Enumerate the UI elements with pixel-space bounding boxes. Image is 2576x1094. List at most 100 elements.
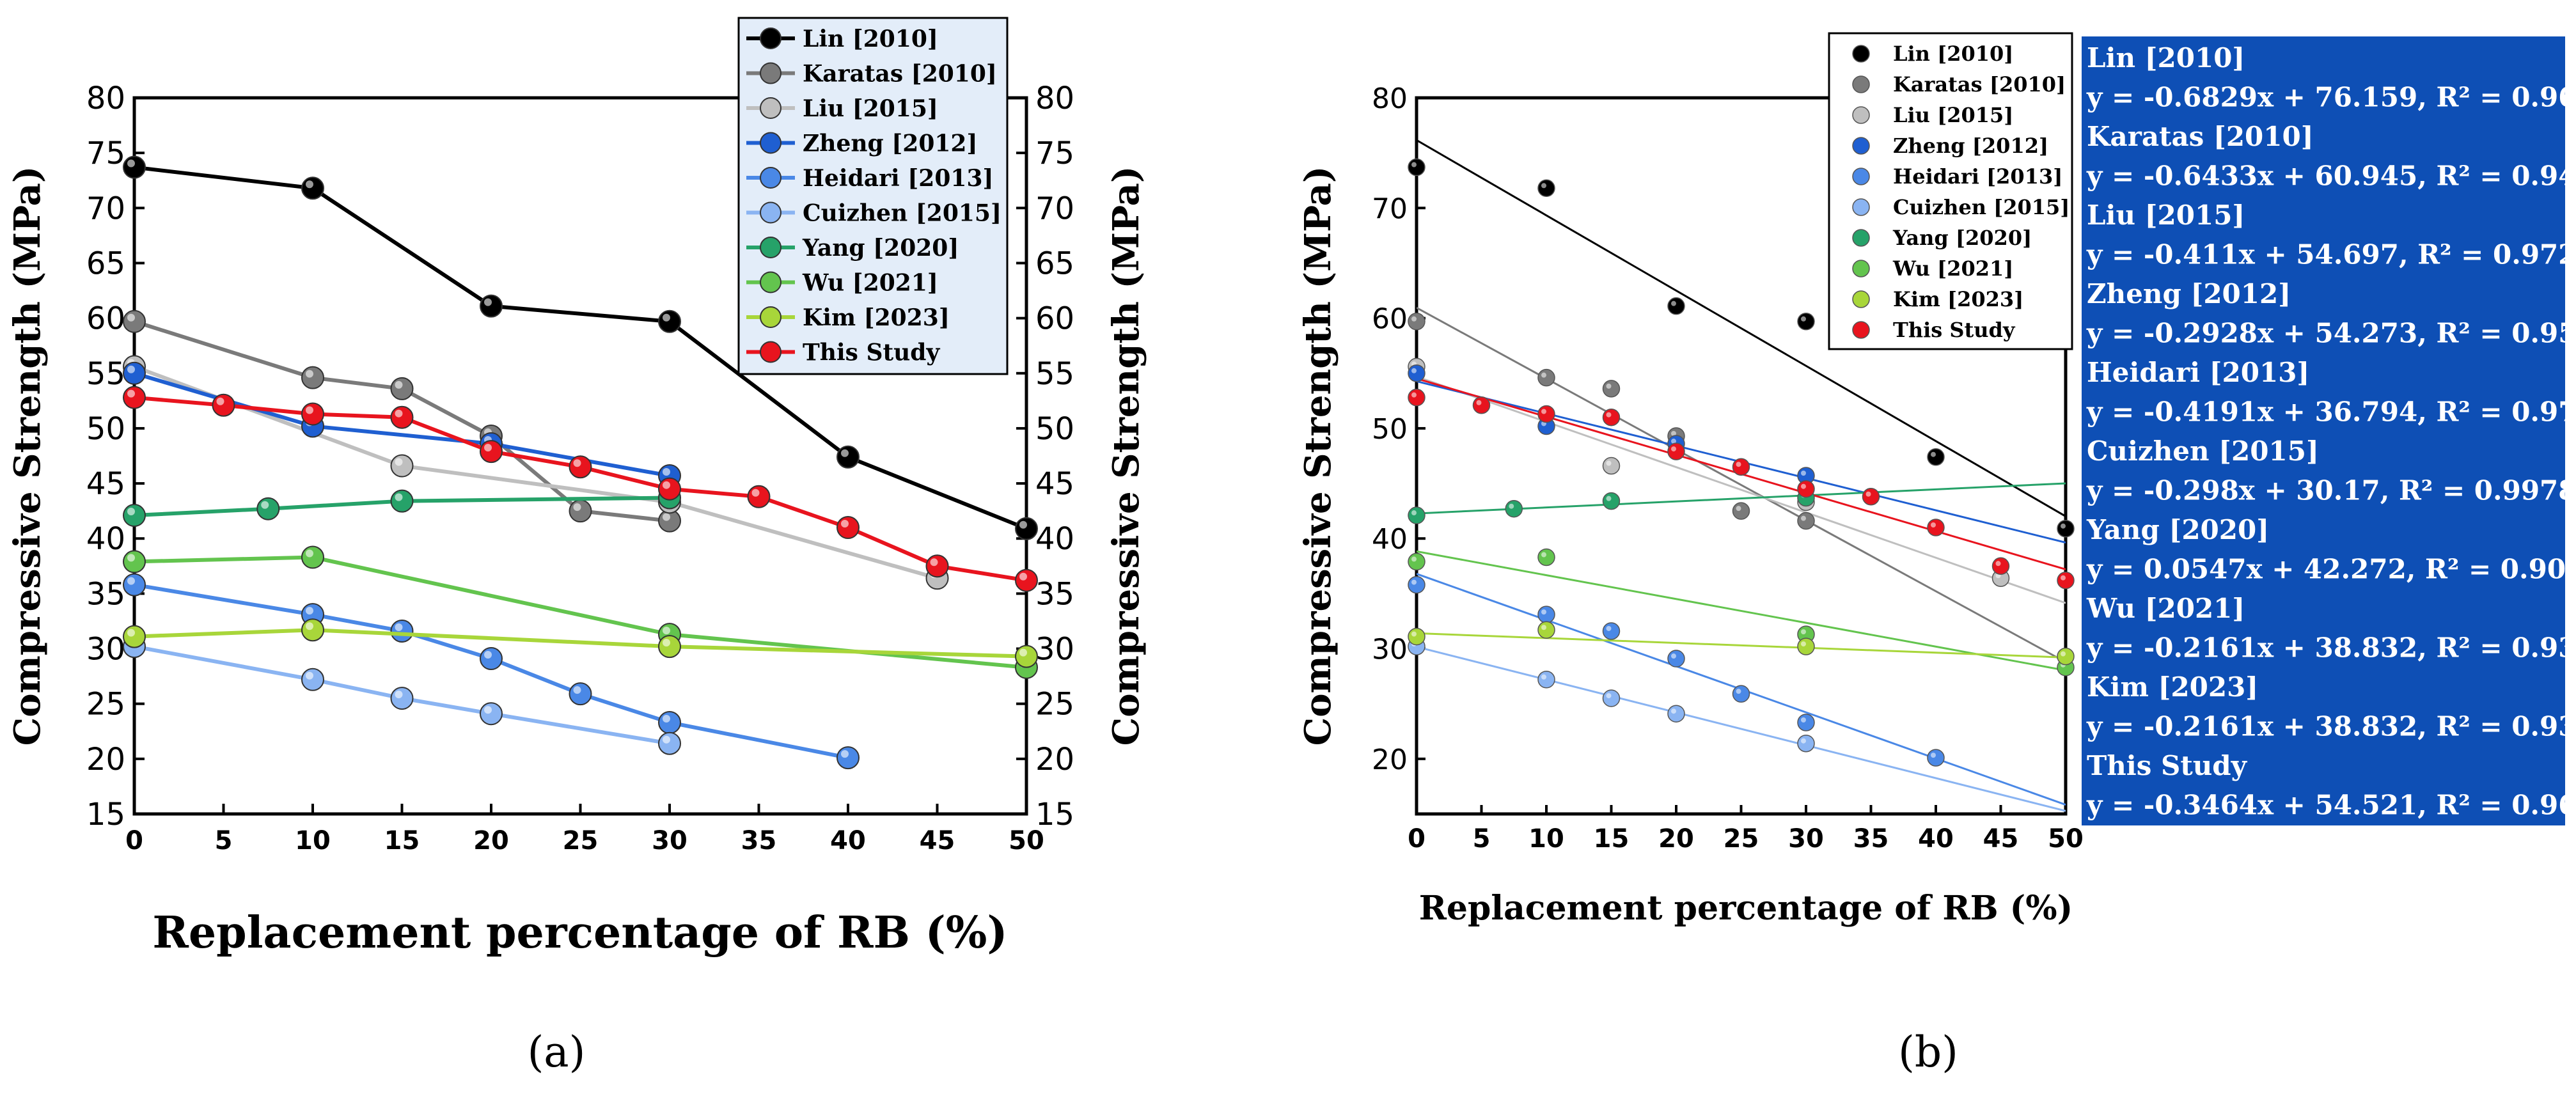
equation-series-name: Wu [2021] bbox=[2086, 593, 2245, 624]
data-point-cuizhen-2015 bbox=[390, 687, 414, 710]
data-point-highlight bbox=[306, 671, 313, 680]
equation-text: y = -0.6433x + 60.945, R² = 0.9442 bbox=[2086, 160, 2576, 192]
data-point-kim-2023 bbox=[658, 635, 681, 659]
data-point-yang-2020 bbox=[256, 497, 280, 520]
legend-box bbox=[737, 17, 1009, 375]
legend-label-cuizhen-2015: Cuizhen [2015] bbox=[803, 200, 1001, 227]
data-point-highlight bbox=[127, 554, 135, 562]
data-point-karatas-2010 bbox=[1732, 502, 1750, 520]
fit-line-kim-2023 bbox=[1417, 632, 2066, 659]
y-tick-label: 80 bbox=[1372, 82, 1408, 115]
data-point-highlight bbox=[1411, 631, 1417, 637]
equation-text: y = -0.2161x + 38.832, R² = 0.936 bbox=[2086, 711, 2576, 742]
data-point-highlight bbox=[1411, 368, 1417, 373]
data-point-cuizhen-2015 bbox=[1797, 734, 1815, 753]
legend-label-wu-2021: Wu [2021] bbox=[802, 270, 938, 297]
data-point-lin-2010 bbox=[1408, 158, 1425, 176]
data-point-highlight bbox=[1411, 510, 1417, 516]
y-tick-label-right: 50 bbox=[1035, 411, 1074, 447]
data-point-highlight bbox=[127, 629, 135, 637]
x-tick-label: 35 bbox=[1853, 824, 1889, 854]
x-tick-label: 10 bbox=[295, 826, 331, 856]
data-point-highlight bbox=[395, 458, 403, 466]
data-point-wu-2021 bbox=[1537, 548, 1555, 567]
data-point-highlight bbox=[573, 686, 581, 694]
data-point-highlight bbox=[484, 444, 492, 452]
data-point-this-study bbox=[212, 393, 235, 417]
y-tick-label-right: 60 bbox=[1035, 301, 1074, 337]
legend-label-cuizhen-2015: Cuizhen [2015] bbox=[1893, 195, 2069, 219]
data-point-highlight bbox=[1606, 460, 1612, 466]
data-point-this-study bbox=[123, 386, 146, 409]
data-point-lin-2010 bbox=[123, 155, 146, 179]
x-tick-label: 20 bbox=[473, 826, 509, 856]
data-point-highlight bbox=[1671, 653, 1676, 659]
y-tick-label-left: 75 bbox=[86, 136, 125, 171]
x-tick-label: 25 bbox=[563, 826, 599, 856]
data-point-highlight bbox=[1606, 496, 1612, 501]
data-point-highlight bbox=[1606, 625, 1612, 631]
fit-line-wu-2021 bbox=[1417, 550, 2066, 672]
data-point-heidari-2013 bbox=[480, 647, 503, 671]
legend-label-zheng-2012: Zheng [2012] bbox=[1893, 134, 2048, 158]
legend-label-karatas-2010: Karatas [2010] bbox=[803, 61, 997, 88]
data-point-highlight bbox=[1541, 409, 1546, 414]
data-point-highlight bbox=[1931, 451, 1936, 457]
equation-series-name: Zheng [2012] bbox=[2087, 278, 2291, 309]
legend-label-lin-2010: Lin [2010] bbox=[1893, 42, 2013, 66]
data-point-highlight bbox=[127, 389, 135, 398]
x-tick-label: 30 bbox=[1788, 824, 1824, 854]
data-point-highlight bbox=[1931, 753, 1936, 758]
data-point-lin-2010 bbox=[1797, 313, 1815, 331]
data-point-lin-2010 bbox=[1537, 179, 1555, 198]
data-point-karatas-2010 bbox=[1408, 313, 1425, 331]
data-point-karatas-2010 bbox=[1797, 512, 1815, 530]
data-point-highlight bbox=[663, 639, 670, 647]
data-point-this-study bbox=[747, 485, 771, 508]
y-tick-label-right: 25 bbox=[1035, 687, 1074, 723]
equation-series-name: Liu [2015] bbox=[2087, 199, 2245, 231]
data-point-kim-2023 bbox=[123, 625, 146, 648]
data-point-highlight bbox=[484, 651, 492, 659]
fit-line-liu-2015 bbox=[1417, 375, 2066, 604]
data-point-highlight bbox=[1541, 183, 1546, 189]
y-tick-label-right: 80 bbox=[1035, 81, 1074, 116]
x-tick-label: 20 bbox=[1658, 824, 1694, 854]
data-point-highlight bbox=[663, 735, 670, 744]
equation-text: y = -0.411x + 54.697, R² = 0.9725 bbox=[2086, 239, 2576, 270]
y-tick-label-left: 45 bbox=[86, 466, 125, 502]
data-point-this-study bbox=[480, 440, 503, 464]
data-point-this-study bbox=[1862, 488, 1880, 506]
data-point-cuizhen-2015 bbox=[480, 702, 503, 726]
data-point-liu-2015 bbox=[1602, 457, 1621, 475]
y-tick-label-left: 80 bbox=[86, 81, 125, 116]
y-tick-label-right: 30 bbox=[1035, 632, 1074, 668]
data-point-heidari-2013 bbox=[123, 573, 146, 597]
data-point-this-study bbox=[1472, 396, 1491, 414]
data-point-this-study bbox=[1537, 405, 1555, 423]
data-point-karatas-2010 bbox=[1602, 380, 1621, 398]
y-tick-label: 40 bbox=[1372, 523, 1408, 556]
data-point-yang-2020 bbox=[1505, 499, 1523, 518]
legend-label-heidari-2013: Heidari [2013] bbox=[1893, 164, 2062, 189]
chart-b-y-axis-label: Compressive Strength (MPa) bbox=[1297, 166, 1339, 746]
y-tick-label-right: 40 bbox=[1035, 521, 1074, 557]
data-point-highlight bbox=[663, 481, 670, 489]
data-point-lin-2010 bbox=[480, 294, 503, 318]
data-point-highlight bbox=[395, 623, 403, 631]
data-point-this-study bbox=[390, 405, 414, 429]
x-tick-label: 40 bbox=[1918, 824, 1954, 854]
data-point-this-study bbox=[1732, 458, 1750, 476]
y-tick-label: 30 bbox=[1372, 634, 1408, 666]
y-tick-label-right: 45 bbox=[1035, 466, 1074, 502]
fit-line-karatas-2010 bbox=[1417, 307, 2066, 663]
data-point-highlight bbox=[1736, 506, 1741, 512]
data-point-highlight bbox=[1541, 372, 1546, 378]
legend-label-zheng-2012: Zheng [2012] bbox=[803, 130, 978, 157]
equation-series-name: Lin [2010] bbox=[2087, 42, 2245, 74]
y-tick-label-left: 30 bbox=[86, 632, 125, 668]
data-point-highlight bbox=[484, 706, 492, 714]
data-point-highlight bbox=[1736, 462, 1741, 467]
data-point-wu-2021 bbox=[1408, 552, 1425, 571]
data-point-highlight bbox=[261, 501, 269, 509]
